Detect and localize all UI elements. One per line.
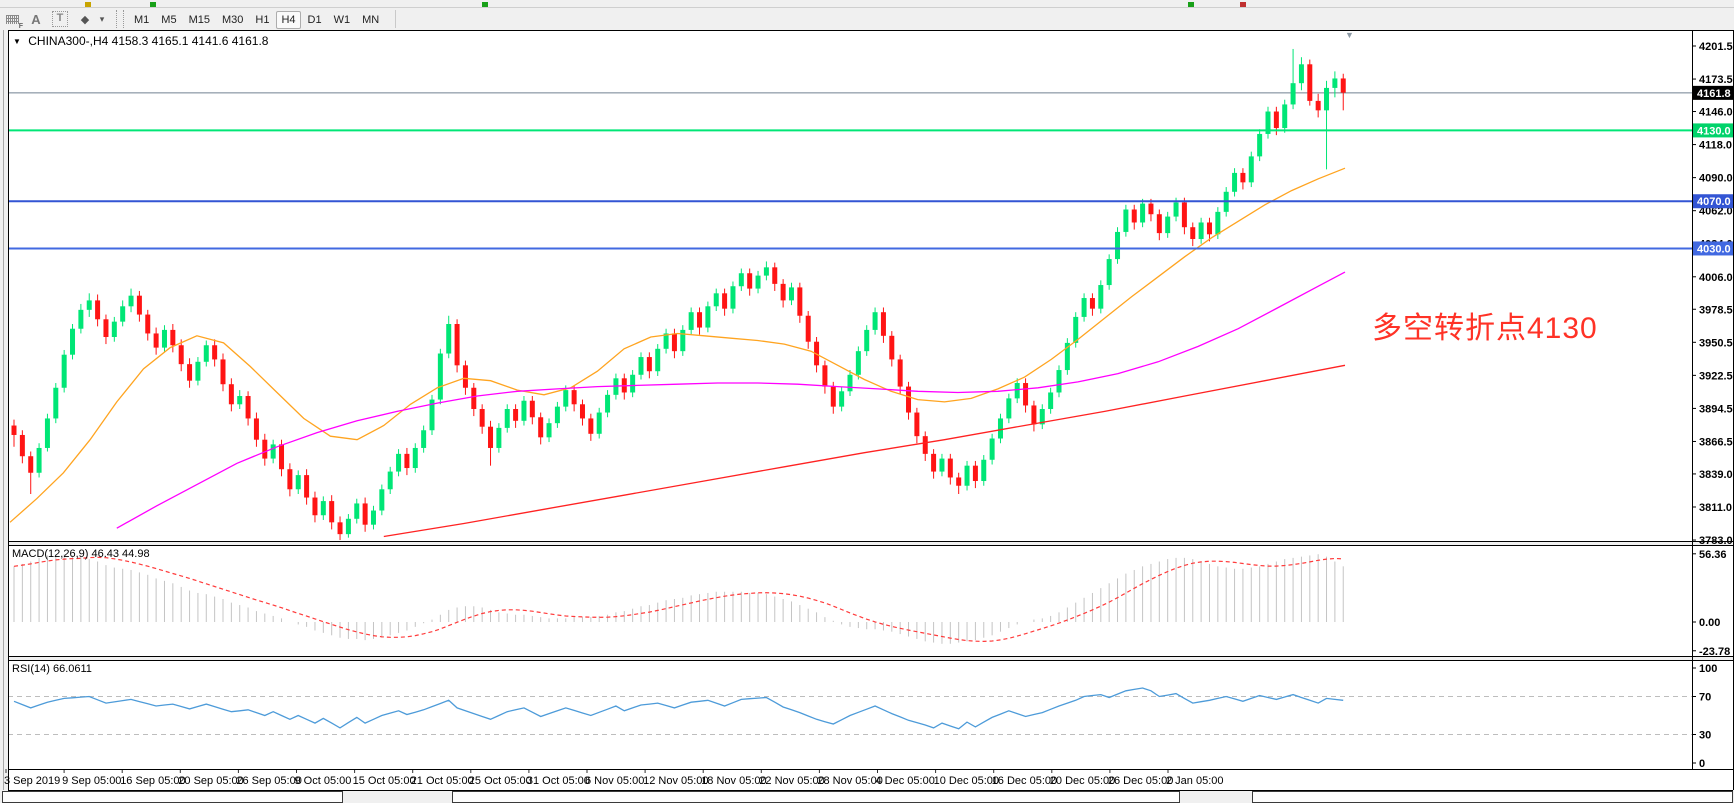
svg-text:26 Dec 05:00: 26 Dec 05:00 (1108, 775, 1173, 787)
current-price-line-badge (1692, 85, 1734, 100)
clipped-panel-edge (1252, 791, 1733, 803)
svg-text:4030.0: 4030.0 (1697, 243, 1731, 255)
svg-text:28 Nov 05:00: 28 Nov 05:00 (817, 775, 882, 787)
clipped-panel-edge (2, 791, 343, 803)
symbol-menu-caret-icon[interactable]: ▼ (13, 37, 21, 46)
clipped-icon (150, 2, 156, 7)
svg-text:56.36: 56.36 (1699, 549, 1727, 561)
svg-text:9 Oct 05:00: 9 Oct 05:00 (295, 775, 352, 787)
timeframe-MN[interactable]: MN (362, 14, 380, 26)
price-axis[interactable]: 4201.54173.54146.04118.04090.04062.04034… (1692, 41, 1734, 770)
text-label-icon[interactable]: A (31, 11, 41, 27)
svg-text:4062.0: 4062.0 (1699, 206, 1733, 218)
text-box-icon[interactable]: T (48, 10, 72, 28)
toolbar-separator (116, 10, 124, 28)
rsi-indicator-label: RSI(14) 66.0611 (12, 663, 92, 675)
timeframe-D1[interactable]: D1 (307, 14, 322, 26)
rsi-panel (8, 687, 1692, 735)
rsi-line (13, 687, 1344, 730)
svg-text:6 Nov 05:00: 6 Nov 05:00 (585, 775, 644, 787)
svg-text:12 Nov 05:00: 12 Nov 05:00 (643, 775, 708, 787)
clipped-icon (482, 2, 488, 7)
svg-text:10 Dec 05:00: 10 Dec 05:00 (934, 775, 999, 787)
svg-text:2 Jan 05:00: 2 Jan 05:00 (1166, 775, 1224, 787)
svg-text:4201.5: 4201.5 (1699, 41, 1733, 53)
macd-indicator-label: MACD(12,26,9) 46.43 44.98 (12, 548, 150, 560)
chart-text-annotation: 多空转折点4130 (1372, 312, 1598, 345)
clipped-bottom-bar (0, 791, 1734, 803)
svg-text:4090.0: 4090.0 (1699, 173, 1733, 185)
arrows-icon[interactable]: ◆ (80, 13, 89, 26)
svg-text:30: 30 (1699, 730, 1711, 742)
svg-text:4 Dec 05:00: 4 Dec 05:00 (876, 775, 935, 787)
timeframe-M30[interactable]: M30 (221, 14, 244, 26)
main-price-panel (8, 48, 1692, 541)
hline-4130-badge (1692, 123, 1734, 138)
svg-text:100: 100 (1699, 663, 1717, 675)
svg-text:4161.8: 4161.8 (1697, 88, 1731, 100)
hline-4030-badge (1692, 241, 1734, 256)
timeframe-M15[interactable]: M15 (188, 14, 210, 26)
ma-slow-line (383, 364, 1346, 538)
chart-title: ▼ CHINA300-,H4 4158.3 4165.1 4141.6 4161… (13, 34, 268, 48)
svg-text:0: 0 (1699, 758, 1705, 770)
svg-text:3 Sep 2019: 3 Sep 2019 (4, 775, 60, 787)
svg-text:70: 70 (1699, 692, 1711, 704)
ohlc-readout: 4158.3 4165.1 4141.6 4161.8 (111, 34, 269, 48)
svg-text:26 Sep 05:00: 26 Sep 05:00 (236, 775, 301, 787)
svg-text:4070.0: 4070.0 (1697, 196, 1731, 208)
clipped-icon (1240, 2, 1246, 7)
timeframe-M5[interactable]: M5 (161, 14, 177, 26)
timeframe-W1[interactable]: W1 (333, 14, 351, 26)
drawing-toolbar: F A T ◆ ▾ M1 M5 M15 M30 H1 H4 D1 W1 MN (0, 8, 1734, 30)
macd-panel (13, 554, 1344, 644)
clipped-icon (1188, 2, 1194, 7)
svg-text:4146.0: 4146.0 (1699, 107, 1733, 119)
hline-4070-badge (1692, 194, 1734, 209)
svg-text:16 Sep 05:00: 16 Sep 05:00 (120, 775, 185, 787)
svg-text:18 Nov 05:00: 18 Nov 05:00 (701, 775, 766, 787)
candlestick-series (11, 48, 1346, 541)
svg-text:3950.5: 3950.5 (1699, 337, 1733, 349)
clipped-icon (85, 2, 91, 7)
svg-text:4130.0: 4130.0 (1697, 125, 1731, 137)
ma-mid-line (116, 271, 1346, 529)
timeframe-M1[interactable]: M1 (134, 14, 150, 26)
scroll-to-end-icon[interactable]: ▼ (1345, 30, 1354, 40)
svg-text:3894.5: 3894.5 (1699, 403, 1733, 415)
toolbar-end-separator (395, 10, 397, 28)
svg-text:3866.5: 3866.5 (1699, 436, 1733, 448)
svg-text:3811.0: 3811.0 (1699, 502, 1732, 514)
svg-text:16 Dec 05:00: 16 Dec 05:00 (992, 775, 1057, 787)
clipped-panel-edge (452, 791, 1180, 803)
svg-text:3922.5: 3922.5 (1699, 370, 1733, 382)
fibonacci-icon[interactable]: F (0, 10, 24, 30)
svg-text:4173.5: 4173.5 (1699, 74, 1733, 86)
svg-text:21 Oct 05:00: 21 Oct 05:00 (411, 775, 474, 787)
svg-text:0.00: 0.00 (1699, 617, 1720, 629)
svg-text:4118.0: 4118.0 (1699, 140, 1732, 152)
timeframe-H4[interactable]: H4 (276, 11, 301, 29)
timeframe-H1[interactable]: H1 (255, 14, 270, 26)
svg-text:4006.0: 4006.0 (1699, 272, 1733, 284)
clipped-upper-toolbar (0, 0, 1734, 8)
macd-signal-line (13, 556, 1344, 643)
svg-text:20 Sep 05:00: 20 Sep 05:00 (178, 775, 243, 787)
svg-text:3839.0: 3839.0 (1699, 469, 1733, 481)
svg-text:31 Oct 05:00: 31 Oct 05:00 (527, 775, 590, 787)
timeframe-buttons: M1 M5 M15 M30 H1 H4 D1 W1 MN (128, 10, 385, 29)
svg-text:-23.78: -23.78 (1699, 646, 1730, 658)
symbol-period-label: CHINA300-,H4 (28, 34, 109, 48)
dropdown-caret-icon[interactable]: ▾ (99, 13, 105, 24)
svg-text:15 Oct 05:00: 15 Oct 05:00 (353, 775, 416, 787)
svg-text:20 Dec 05:00: 20 Dec 05:00 (1050, 775, 1115, 787)
svg-text:9 Sep 05:00: 9 Sep 05:00 (62, 775, 121, 787)
svg-text:3978.5: 3978.5 (1699, 304, 1733, 316)
ma-fast-line (9, 167, 1346, 523)
svg-text:25 Oct 05:00: 25 Oct 05:00 (469, 775, 532, 787)
svg-text:22 Nov 05:00: 22 Nov 05:00 (759, 775, 824, 787)
